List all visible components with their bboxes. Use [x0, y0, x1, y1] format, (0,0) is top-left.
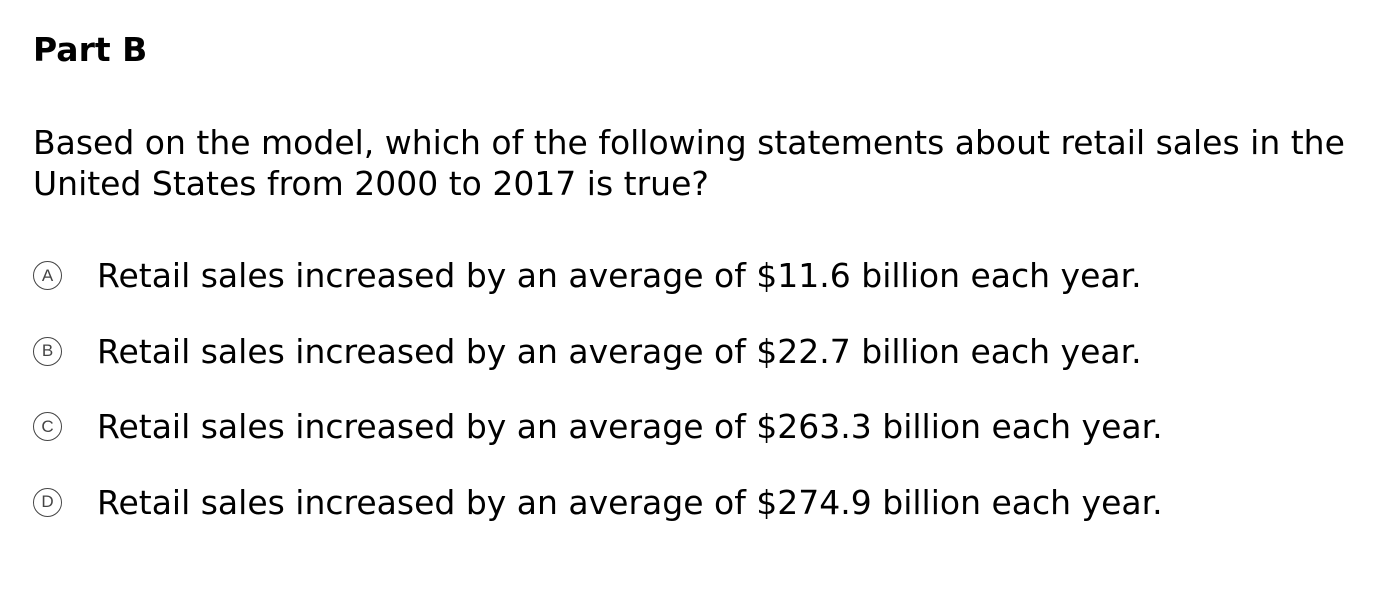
option-c[interactable]: C Retail sales increased by an average o… [33, 406, 1373, 447]
option-d[interactable]: D Retail sales increased by an average o… [33, 482, 1373, 523]
option-c-letter-icon[interactable]: C [33, 412, 62, 441]
option-d-letter-icon[interactable]: D [33, 487, 62, 517]
option-c-text: Retail sales increased by an average of … [97, 407, 1163, 446]
option-b-text: Retail sales increased by an average of … [97, 331, 1142, 371]
part-title: Part B [33, 30, 148, 69]
answer-options: A Retail sales increased by an average o… [33, 255, 1373, 557]
option-a-letter-icon[interactable]: A [33, 261, 62, 290]
option-b-letter-icon[interactable]: B [33, 336, 62, 366]
option-a-text: Retail sales increased by an average of … [97, 256, 1142, 295]
option-b[interactable]: B Retail sales increased by an average o… [33, 331, 1373, 372]
option-a[interactable]: A Retail sales increased by an average o… [33, 255, 1373, 296]
question-text: Based on the model, which of the followi… [33, 123, 1345, 203]
option-d-text: Retail sales increased by an average of … [97, 482, 1163, 522]
